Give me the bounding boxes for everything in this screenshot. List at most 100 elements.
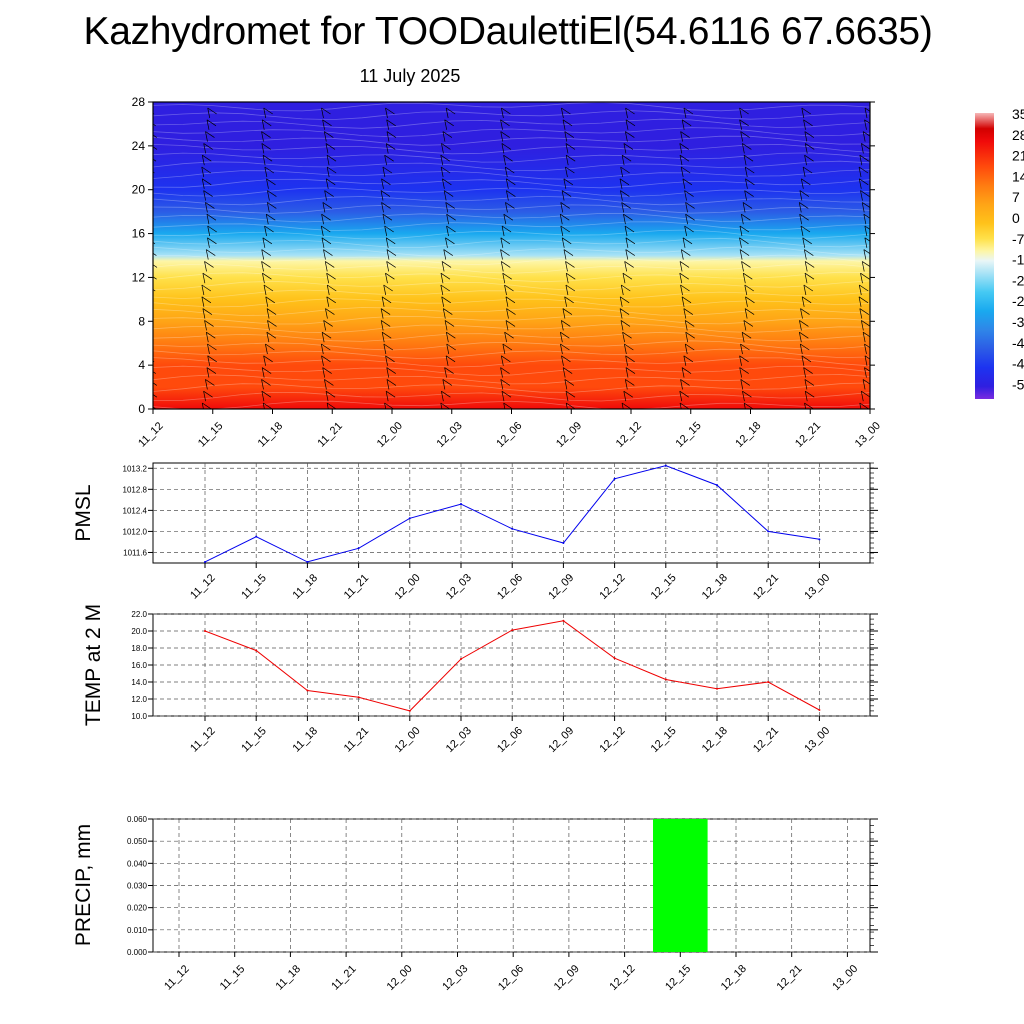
wind-barb-staff — [863, 214, 867, 225]
wind-barb-staff — [263, 107, 267, 119]
wind-barb-flag — [261, 261, 271, 268]
wind-barb-flag — [684, 190, 694, 197]
wind-barb-flag — [685, 343, 695, 351]
wind-barb-flag — [153, 123, 156, 127]
y-tick-label: 20 — [132, 183, 146, 197]
wind-barb-staff — [560, 202, 564, 213]
wind-barb-flag — [563, 178, 574, 186]
wind-barb-staff — [323, 131, 327, 142]
wind-barb-staff — [146, 238, 148, 248]
wind-barb-staff — [147, 155, 149, 165]
wind-barb-flag — [800, 225, 811, 233]
wind-barb-staff — [206, 119, 210, 130]
wind-barb-flag — [385, 390, 396, 398]
wind-barb-flag — [563, 249, 574, 256]
wind-barb-staff — [201, 155, 205, 166]
wind-barb-flag — [799, 202, 809, 209]
wind-barb-flag — [505, 166, 515, 174]
wind-barb-staff — [680, 166, 684, 178]
contour-line — [153, 263, 870, 274]
x-tick-label: 12_21 — [775, 963, 805, 993]
y-tick-label: 0.000 — [127, 948, 148, 957]
wind-barb-flag — [500, 249, 510, 256]
wind-barb-staff — [685, 214, 688, 225]
wind-barb-staff — [148, 379, 150, 389]
wind-barb-staff — [326, 166, 330, 178]
wind-barb-flag — [620, 320, 631, 327]
wind-barb-flag — [506, 178, 516, 186]
wind-barb-flag — [621, 202, 631, 209]
wind-barb-flag — [441, 296, 451, 304]
wind-barb-flag — [323, 249, 333, 256]
wind-barb-staff — [381, 202, 384, 213]
pmsl-panel: PMSL 1011.6 1012.0 1012.4 1012.8 1013.2 11_12… — [72, 462, 878, 602]
wind-barb-flag — [444, 367, 454, 374]
wind-barb-staff — [503, 155, 506, 166]
contour-line — [153, 212, 870, 223]
wind-barb-flag — [801, 296, 812, 304]
wind-barb-flag — [622, 331, 632, 339]
wind-barb-flag — [386, 249, 397, 256]
wind-barb-flag — [207, 355, 217, 363]
wind-barb-flag — [446, 343, 456, 351]
wind-barb-flag — [799, 331, 809, 339]
wind-barb-flag — [566, 272, 576, 280]
y-tick-label: 1012.4 — [123, 506, 148, 515]
wind-barb-flag — [153, 264, 158, 268]
wind-barb-flag — [206, 119, 217, 127]
wind-barb-flag — [621, 154, 632, 162]
y-tick-label: 16.0 — [131, 661, 147, 670]
data-point — [306, 560, 309, 563]
y-tick-label: 12.0 — [131, 695, 147, 704]
wind-barb-staff — [564, 131, 568, 142]
wind-barb-staff — [861, 143, 864, 154]
precip-bar — [653, 819, 708, 952]
x-tick-label: 11_12 — [162, 963, 192, 993]
wind-barb-flag — [685, 213, 695, 221]
wind-barb-staff — [858, 178, 862, 189]
wind-barb-flag — [321, 343, 331, 351]
x-tick-label: 12_09 — [552, 963, 582, 993]
wind-barb-staff — [804, 379, 808, 390]
wind-barb-flag — [681, 249, 691, 256]
x-tick-label: 12_18 — [700, 572, 730, 602]
wind-barb-staff — [325, 143, 329, 154]
wind-barb-flag — [803, 367, 813, 374]
x-tick-label: 12_06 — [495, 725, 525, 755]
wind-barb-staff — [622, 332, 625, 343]
wind-barb-staff — [386, 249, 390, 260]
wind-barb-staff — [804, 143, 808, 154]
wind-barb-staff — [561, 190, 565, 201]
wind-barb-flag — [860, 190, 870, 197]
wind-barb-flag — [441, 390, 451, 398]
heatmap-x-axis: 11_12 11_15 11_18 11_21 12_00 12_03 12_06 12_09… — [136, 409, 883, 450]
wind-barb-staff — [742, 202, 746, 213]
wind-barb-staff — [265, 343, 268, 355]
wind-barb-staff — [802, 166, 806, 178]
wind-barb-staff — [148, 391, 150, 401]
wind-barb-flag — [564, 296, 574, 304]
wind-barb-staff — [324, 379, 327, 390]
wind-barb-staff — [202, 273, 206, 284]
wind-barb-staff — [205, 379, 208, 390]
wind-barb-flag — [679, 390, 689, 398]
wind-barb-staff — [623, 143, 627, 154]
wind-barb-flag — [261, 143, 272, 150]
wind-barb-staff — [323, 320, 327, 331]
wind-barb-staff — [862, 379, 866, 390]
wind-barb-staff — [326, 273, 330, 284]
x-tick-label: 12_09 — [554, 420, 584, 450]
wind-barb-staff — [505, 202, 508, 213]
wind-barb-flag — [383, 343, 394, 351]
wind-barb-flag — [560, 213, 570, 221]
y-tick-label: 8 — [138, 314, 145, 328]
x-tick-label: 12_03 — [435, 420, 465, 450]
wind-barb-flag — [860, 272, 870, 280]
wind-barb-staff — [261, 249, 265, 260]
contour-line — [153, 306, 870, 316]
wind-barb-flag — [325, 390, 336, 398]
data-point — [664, 464, 667, 467]
wind-barb-flag — [861, 390, 870, 398]
wind-barb-staff — [325, 391, 329, 402]
wind-barb-flag — [441, 261, 452, 268]
